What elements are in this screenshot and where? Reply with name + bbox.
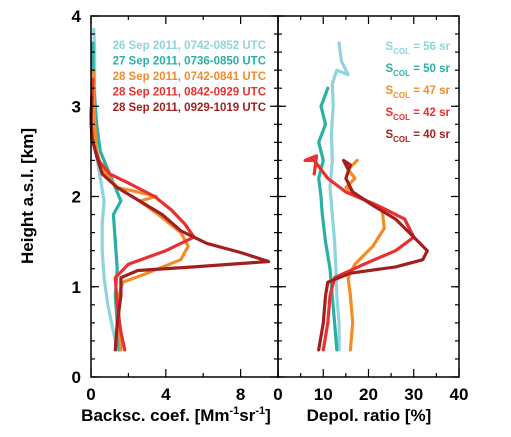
legend-entry: 28 Sep 2011, 0742-0841 UTC (113, 71, 266, 83)
x-axis-label-right: Depol. ratio [%] (307, 406, 432, 425)
legend-subscript: COL (393, 91, 410, 100)
x-tick-label: 8 (236, 385, 245, 404)
y-tick-label: 2 (72, 188, 81, 207)
axis-labels: Height a.s.l. [km] Backsc. coef. [Mm-1sr-… (18, 128, 431, 425)
legend-symbol: S (385, 63, 393, 75)
legend-value: = 42 sr (410, 107, 450, 119)
legend-symbol: S (385, 107, 393, 119)
series-line-depol-1 (328, 41, 350, 352)
legend-value: = 56 sr (410, 41, 450, 53)
y-tick-label: 3 (72, 97, 81, 116)
legend-subscript: COL (393, 135, 410, 144)
left-panel: 0 1 2 3 4 0 4 8 26 Sep 2011, 0742-0852 UTC 27 Sep… (72, 7, 279, 404)
legend-entry: 28 Sep 2011, 0929-1019 UTC (113, 102, 266, 114)
legend-value: = 40 sr (410, 129, 450, 141)
legend-entry: SCOL = 56 sr (385, 41, 450, 56)
x-tick-label: 40 (450, 385, 469, 404)
x-tick-label: 20 (359, 385, 378, 404)
legend-symbol: S (385, 85, 393, 97)
y-tick-label: 1 (72, 278, 81, 297)
x-tick-label: 0 (273, 385, 282, 404)
legend-symbol: S (385, 41, 393, 53)
legend-entry: SCOL = 47 sr (385, 85, 450, 100)
legend-value: = 47 sr (410, 85, 450, 97)
legend-entry: SCOL = 42 sr (385, 107, 450, 122)
y-tick-label: 0 (72, 368, 81, 387)
legend-subscript: COL (393, 113, 410, 122)
legend-entry: SCOL = 40 sr (385, 129, 450, 144)
x-tick-label: 4 (161, 385, 171, 404)
x-tick-label: 0 (86, 385, 95, 404)
legend-entry: 27 Sep 2011, 0736-0850 UTC (113, 56, 266, 68)
series-line-backscatter-4 (89, 77, 196, 352)
x-axis-label-left: Backsc. coef. [Mm-1sr-1] (81, 405, 271, 425)
y-axis-label: Height a.s.l. [km] (18, 128, 37, 264)
series-line-depol-2 (317, 86, 339, 352)
legend-entry: SCOL = 50 sr (385, 63, 450, 78)
legend-subscript: COL (393, 69, 410, 78)
x-tick-label: 30 (404, 385, 423, 404)
series-line-depol-3 (344, 158, 386, 352)
legend-value: = 50 sr (410, 63, 450, 75)
y-tick-label: 4 (72, 7, 82, 26)
legend-symbol: S (385, 129, 393, 141)
x-tick-label: 10 (314, 385, 333, 404)
series-line-depol-5 (317, 158, 429, 352)
legend-entry: 28 Sep 2011, 0842-0929 UTC (113, 87, 266, 99)
series-line-depol-4 (303, 154, 416, 352)
series-line-backscatter-5 (89, 95, 271, 352)
legend-subscript: COL (393, 47, 410, 56)
legend-entry: 26 Sep 2011, 0742-0852 UTC (113, 40, 266, 52)
